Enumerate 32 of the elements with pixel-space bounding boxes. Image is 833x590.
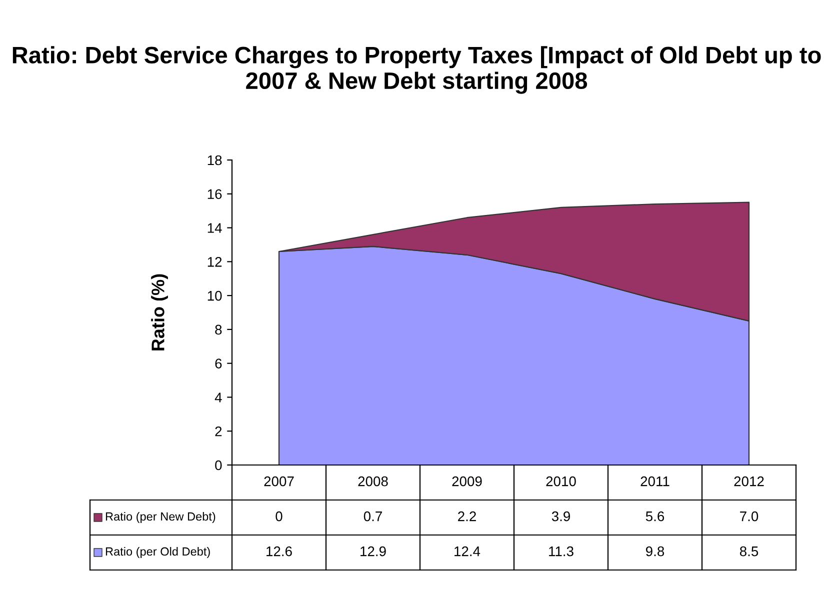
x-tick-label: 2007 [264,476,294,486]
y-tick-label: 10 [208,290,222,301]
y-tick-label: 12 [208,257,222,267]
y-tick-label: 6 [215,358,222,369]
data-label: 12.4 [454,546,480,556]
x-tick-label: 2008 [358,476,388,486]
data-label: 0.7 [364,511,382,522]
data-label: 11.3 [549,546,574,556]
chart-title: Ratio: Debt Service Charges to Property Taxes [Impact of Old Debt up to 2007 & New Debt starting 2008 [12,46,821,94]
data-label: 3.9 [552,511,570,522]
y-tick-label: 4 [214,392,222,402]
data-label: 5.6 [646,511,664,522]
data-label: 12.6 [266,546,292,556]
data-label: 8.5 [740,546,758,556]
y-tick-label: 14 [208,223,222,233]
x-tick-label: 2011 [640,476,670,486]
data-label: 2.2 [458,511,476,522]
y-tick-label: 0 [215,460,222,470]
y-tick-label: 2 [215,426,222,436]
data-label: 9.8 [646,546,664,556]
y-axis-title: Ratio (%) [151,274,168,350]
data-label: 0 [276,511,282,522]
x-tick-label: 2012 [734,476,764,486]
legend-label: Ratio (per New Debt) [106,512,216,524]
legend-label: Ratio (per Old Debt) [106,546,210,558]
x-tick-label: 2009 [452,476,482,486]
y-tick-label: 16 [208,189,222,200]
y-tick-label: 18 [208,155,222,166]
y-tick-label: 8 [215,324,222,335]
x-tick-label: 2010 [546,476,576,486]
data-label: 7.0 [740,511,758,522]
data-label: 12.9 [360,546,386,556]
